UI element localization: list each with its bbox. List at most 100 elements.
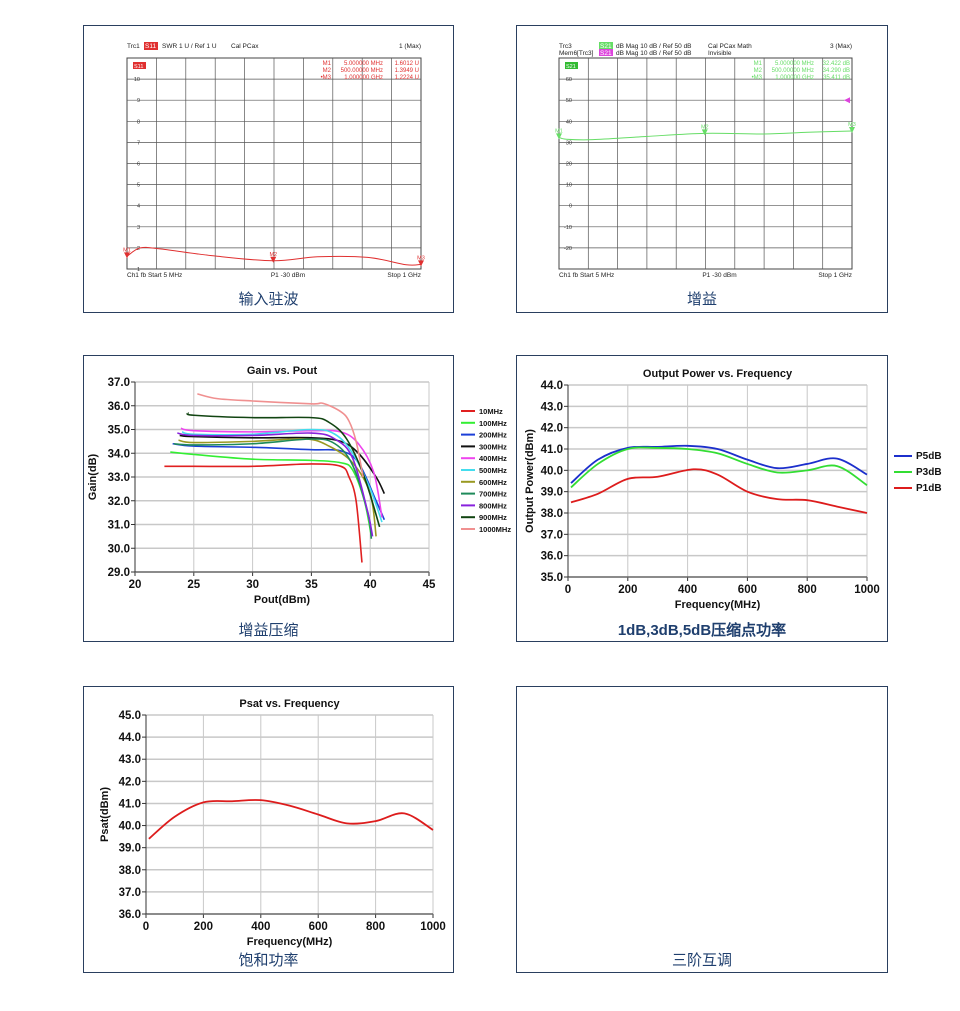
y-tick-label: 10 bbox=[566, 183, 572, 189]
y-tick-label: 5 bbox=[137, 183, 140, 189]
marker-triangle-icon bbox=[556, 133, 562, 140]
x-tick-label: 600 bbox=[738, 584, 757, 596]
x-axis-label: Pout(dBm) bbox=[254, 594, 311, 606]
legend-label: 500MHz bbox=[479, 466, 507, 475]
marker-name: M1 bbox=[323, 61, 332, 67]
x-tick-label: 0 bbox=[565, 584, 571, 596]
marker-label: M1 bbox=[123, 247, 131, 253]
marker-name: •M3 bbox=[321, 75, 332, 81]
legend-label: 600MHz bbox=[479, 478, 507, 487]
trace-badge-label: S21 bbox=[566, 64, 576, 70]
power-label: P1 -30 dBm bbox=[702, 272, 736, 279]
y-tick-label: 43.0 bbox=[541, 401, 563, 413]
x-tick-label: 1000 bbox=[854, 584, 880, 596]
y-tick-label: 7 bbox=[137, 140, 140, 146]
series-line-200MHz bbox=[172, 442, 386, 521]
y-tick-label: -10 bbox=[564, 225, 572, 231]
trace-badge-label: S11 bbox=[134, 64, 143, 70]
psat-chart: Psat vs. Frequency 0 200 400 600 800 1000 36.0 3… bbox=[99, 698, 446, 948]
psat-panel: Psat vs. Frequency 0 200 400 600 800 1000 36.0 3… bbox=[83, 686, 454, 973]
y-tick-label: 4 bbox=[137, 204, 140, 210]
x-tick-label: 35 bbox=[305, 579, 318, 591]
marker-name: M2 bbox=[754, 68, 763, 74]
y-tick-label: 37.0 bbox=[541, 529, 563, 541]
vswr-panel: 1 2 3 4 5 6 7 8 9 10 Trc1 S11 SWR 1 U / Ref 1 U Cal P… bbox=[83, 25, 454, 313]
legend-label: 800MHz bbox=[479, 501, 507, 510]
marker-triangle-icon bbox=[849, 127, 855, 134]
y-tick-label: 33.0 bbox=[108, 472, 130, 484]
y-tick-label: 42.0 bbox=[541, 423, 563, 435]
y-tick-label: 0 bbox=[569, 204, 572, 210]
series-line-800MHz bbox=[177, 432, 374, 537]
marker-value: 34.290 dB bbox=[823, 68, 850, 74]
marker-triangle-icon bbox=[124, 252, 130, 259]
marker-frequency: 1.000000 GHz bbox=[344, 75, 383, 81]
format2-label: dB Mag 10 dB / Ref 50 dB bbox=[616, 50, 692, 57]
y-tick-label: 31.0 bbox=[108, 520, 130, 532]
y-tick-label: 37.0 bbox=[108, 377, 130, 389]
param-label: S21 bbox=[600, 43, 612, 50]
trace-line bbox=[558, 130, 853, 141]
y-tick-label: 20 bbox=[566, 162, 572, 168]
marker-triangle-icon bbox=[418, 260, 424, 267]
y-tick-label: 29.0 bbox=[108, 567, 130, 579]
y-tick-label: 8 bbox=[137, 119, 140, 125]
max-label: 3 (Max) bbox=[830, 43, 852, 50]
y-tick-label: 40 bbox=[566, 119, 572, 125]
imd-panel: 三阶互调 bbox=[516, 686, 888, 973]
marker-triangle-icon bbox=[270, 256, 277, 263]
y-tick-label: 39.0 bbox=[119, 843, 141, 855]
marker-value: 35.411 dB bbox=[823, 75, 850, 81]
chart-title: Psat vs. Frequency bbox=[239, 698, 340, 710]
y-tick-label: 43.0 bbox=[119, 754, 141, 766]
x-tick-label: 20 bbox=[129, 579, 142, 591]
x-tick-label: 800 bbox=[366, 921, 385, 933]
output-power-panel: Output Power vs. Frequency 0 200 400 600 800 1… bbox=[516, 355, 942, 642]
marker-frequency: 5.000000 MHz bbox=[344, 61, 383, 67]
start-label: Ch1 fb Start 5 MHz bbox=[559, 272, 614, 279]
marker-label: M2 bbox=[269, 252, 277, 258]
gain-panel: -20 -10 0 10 20 30 40 50 60 Trc3 Mem6[Trc3] S21 S21 d… bbox=[516, 25, 888, 313]
x-tick-label: 40 bbox=[364, 579, 377, 591]
legend-label: P1dB bbox=[916, 483, 942, 494]
y-tick-label: 35.0 bbox=[108, 425, 130, 437]
y-tick-label: 40.0 bbox=[119, 821, 141, 833]
y-axis-label: Output Power(dBm) bbox=[524, 429, 536, 533]
x-tick-label: 400 bbox=[251, 921, 270, 933]
y-tick-label: 50 bbox=[566, 98, 572, 104]
output-power-caption: 1dB,3dB,5dB压缩点功率 bbox=[617, 622, 787, 639]
marker-value: 32.422 dB bbox=[823, 61, 850, 67]
x-tick-label: 600 bbox=[309, 921, 328, 933]
marker-value: 1.6012 U bbox=[395, 61, 419, 67]
y-tick-label: 60 bbox=[566, 77, 572, 83]
y-tick-label: -20 bbox=[564, 246, 572, 252]
legend-label: 200MHz bbox=[479, 431, 507, 440]
marker-name: M2 bbox=[323, 68, 332, 74]
x-tick-label: 200 bbox=[194, 921, 213, 933]
imd-caption: 三阶互调 bbox=[671, 952, 732, 969]
y-tick-label: 41.0 bbox=[541, 444, 563, 456]
trace-label: Trc1 bbox=[127, 43, 140, 50]
series-line-P1dB bbox=[570, 468, 868, 514]
cal-label: Cal PCax bbox=[231, 43, 259, 50]
series-line-10MHz bbox=[164, 463, 363, 563]
gain-screen: -20-100102030405060Trc3Mem6[Trc3]S21S21d… bbox=[555, 42, 856, 279]
y-tick-label: 41.0 bbox=[119, 798, 141, 810]
y-tick-label: 44.0 bbox=[541, 380, 563, 392]
x-tick-label: 0 bbox=[143, 921, 149, 933]
y-tick-label: 6 bbox=[137, 162, 140, 168]
x-tick-label: 1000 bbox=[420, 921, 446, 933]
trace-label: Trc3 bbox=[559, 43, 572, 50]
x-axis-label: Frequency(MHz) bbox=[247, 936, 333, 948]
y-tick-label: 1 bbox=[137, 267, 140, 273]
x-tick-label: 30 bbox=[246, 579, 259, 591]
marker-frequency: 500.00000 MHz bbox=[772, 68, 814, 74]
legend-label: 100MHz bbox=[479, 419, 507, 428]
y-tick-label: 3 bbox=[137, 225, 140, 231]
trace-badge bbox=[133, 62, 146, 69]
y-tick-label: 30.0 bbox=[108, 543, 130, 555]
marker-label: M3 bbox=[848, 122, 856, 128]
legend-label: 10MHz bbox=[479, 407, 503, 416]
stop-label: Stop 1 GHz bbox=[818, 272, 852, 279]
